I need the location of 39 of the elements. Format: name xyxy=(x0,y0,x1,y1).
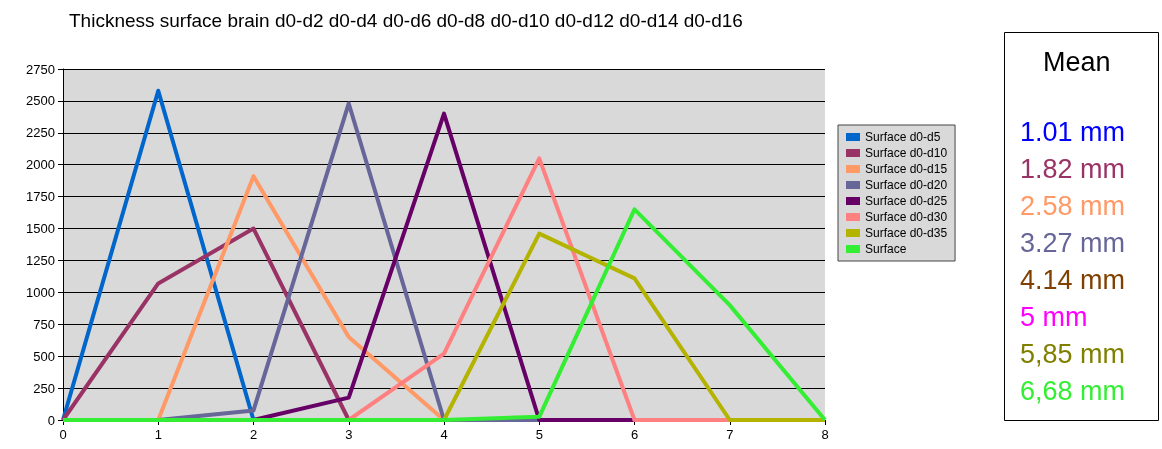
legend-label: Surface xyxy=(865,242,907,256)
legend-label: Surface d0-d5 xyxy=(865,130,941,144)
x-tick-label: 6 xyxy=(630,427,639,442)
text: 2.58 mm xyxy=(1020,190,1126,221)
legend-label: Surface d0-d25 xyxy=(865,194,948,208)
text: Mean xyxy=(1043,46,1111,77)
legend-label: Surface d0-d20 xyxy=(865,178,948,192)
y-tick-label: 1000 xyxy=(26,284,55,300)
y-tick-label: 2750 xyxy=(26,61,55,77)
x-tick-label: 0 xyxy=(59,427,67,442)
x-tick-label: 8 xyxy=(821,427,829,442)
x-tick-label: 3 xyxy=(345,427,353,442)
text: 5 mm xyxy=(1020,301,1088,332)
x-tick-label: 2 xyxy=(249,427,258,442)
legend-label: Surface d0-d30 xyxy=(865,210,948,224)
legend-label: Surface d0-d15 xyxy=(865,162,948,176)
legend-label: Surface d0-d35 xyxy=(865,226,948,240)
y-tick-label: 2250 xyxy=(26,125,55,141)
text: 1.82 mm xyxy=(1020,153,1126,184)
chart-title: Thickness surface brain d0-d2 d0-d4 d0-d6 d0-d8 d0-d10 d0-d12 d0-d14 d0-d16 xyxy=(69,10,743,31)
x-tick-label: 1 xyxy=(154,427,162,442)
text: 3.27 mm xyxy=(1020,227,1126,258)
x-tick-label: 5 xyxy=(535,427,543,442)
y-tick-label: 0 xyxy=(47,412,55,428)
text: 5,85 mm xyxy=(1020,338,1126,369)
y-tick-label: 1750 xyxy=(26,189,55,205)
text: 1.01 mm xyxy=(1020,116,1126,147)
legend-label: Surface d0-d10 xyxy=(865,146,948,160)
y-tick-label: 500 xyxy=(33,348,55,364)
y-tick-label: 2000 xyxy=(26,157,55,173)
y-tick-label: 1250 xyxy=(26,252,55,268)
y-tick-label: 1500 xyxy=(26,221,55,237)
text: 4.14 mm xyxy=(1020,264,1126,295)
text: 6,68 mm xyxy=(1020,375,1126,406)
y-tick-label: 750 xyxy=(33,316,55,332)
y-tick-label: 2500 xyxy=(26,93,55,109)
x-tick-label: 4 xyxy=(440,427,448,442)
x-tick-label: 7 xyxy=(726,427,734,442)
y-tick-label: 250 xyxy=(33,380,55,396)
